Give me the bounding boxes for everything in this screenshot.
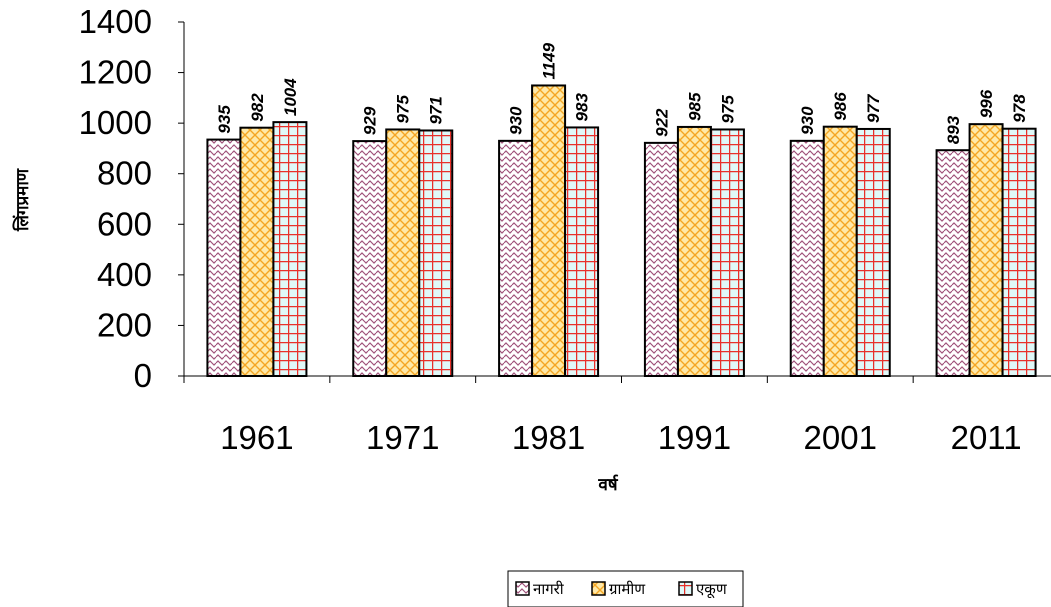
data-label: 978	[1010, 94, 1029, 123]
y-axis-title: लिंगप्रमाण	[12, 168, 33, 232]
legend-label: एकूण	[696, 580, 728, 599]
bar-1981-s1	[532, 85, 565, 376]
legend-label: ग्रामीण	[609, 580, 646, 598]
data-label: 983	[573, 93, 592, 122]
x-tick-label: 1991	[658, 419, 731, 456]
bars	[207, 85, 1035, 376]
data-label: 1149	[540, 42, 559, 79]
bar-1991-s1	[678, 127, 711, 376]
data-label: 975	[394, 95, 413, 124]
bar-2011-s0	[937, 150, 970, 376]
data-label: 893	[944, 115, 963, 144]
x-tick-label: 1981	[512, 419, 585, 456]
x-tick-label: 2001	[804, 419, 877, 456]
bar-1961-s1	[240, 128, 273, 376]
data-label: 986	[831, 92, 850, 121]
legend-swatch	[592, 582, 605, 595]
data-label: 975	[718, 95, 737, 124]
bar-1961-s2	[273, 122, 306, 376]
data-label: 977	[864, 93, 883, 123]
y-tick-label: 0	[134, 357, 152, 394]
legend-swatch	[516, 582, 529, 595]
y-tick-label: 400	[97, 256, 152, 293]
data-label: 996	[977, 89, 996, 118]
bar-1981-s2	[565, 127, 598, 376]
bar-2001-s2	[857, 129, 890, 376]
x-axis-title: वर्ष	[597, 474, 618, 495]
x-axis: 1961 1971 1981 1991 2001 2011	[184, 376, 1051, 456]
x-tick-label: 1971	[366, 419, 439, 456]
bar-1991-s0	[645, 143, 678, 376]
data-label: 930	[798, 106, 817, 135]
bar-1971-s0	[353, 141, 386, 376]
bar-2011-s1	[970, 124, 1003, 376]
x-tick-label: 1961	[220, 419, 293, 456]
bar-2001-s0	[791, 141, 824, 376]
data-label: 929	[361, 106, 380, 135]
data-label: 982	[248, 93, 267, 122]
bar-1971-s2	[419, 130, 452, 376]
data-label: 922	[652, 108, 671, 137]
legend-swatch	[679, 582, 692, 595]
legend-label: नागरी	[533, 580, 565, 598]
data-label: 1004	[281, 78, 300, 116]
y-tick-label: 1200	[79, 54, 152, 91]
data-labels: 935 929 930 922 930 893 982 975 1149 985 986 996 100…	[215, 42, 1029, 144]
data-label: 985	[685, 92, 704, 121]
y-axis: 0 200 400 600 800 1000 1200 1400	[79, 3, 184, 394]
bar-1971-s1	[386, 129, 419, 376]
bar-1981-s0	[499, 141, 532, 376]
y-tick-label: 800	[97, 155, 152, 192]
bar-1991-s2	[711, 129, 744, 376]
y-tick-label: 600	[97, 205, 152, 242]
bar-1961-s0	[207, 140, 240, 376]
data-label: 971	[427, 96, 446, 124]
x-tick-label: 2011	[951, 419, 1022, 456]
y-tick-label: 1400	[79, 3, 152, 40]
bar-2011-s2	[1003, 129, 1036, 376]
legend: नागरी ग्रामीण एकूण	[508, 571, 743, 607]
y-tick-label: 200	[97, 306, 152, 343]
bar-2001-s1	[824, 127, 857, 376]
data-label: 930	[507, 106, 526, 135]
data-label: 935	[215, 105, 234, 134]
y-tick-label: 1000	[79, 104, 152, 141]
